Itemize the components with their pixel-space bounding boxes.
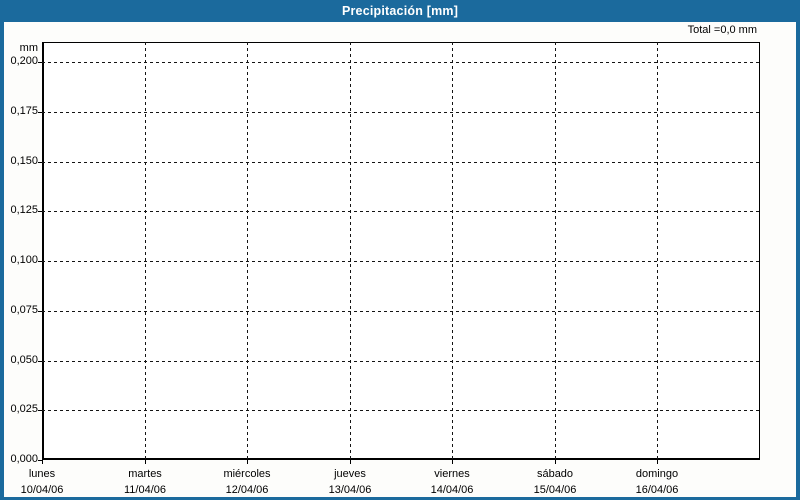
chart-title-bar: Precipitación [mm] — [0, 0, 800, 22]
x-axis-tick — [145, 460, 146, 464]
x-axis-date-label: 16/04/06 — [635, 484, 679, 496]
x-axis-day-label: martes — [128, 468, 162, 480]
chart-canvas: Total =0,0 mm mm 0,200 0,175 0,150 0,125 0,1… — [4, 22, 796, 497]
x-axis-tick — [555, 460, 556, 464]
x-axis-date-label: 13/04/06 — [328, 484, 372, 496]
y-axis-tick-label: 0,150 — [10, 155, 38, 167]
y-axis-tick — [38, 460, 42, 461]
x-axis-date-label: 11/04/06 — [123, 484, 166, 496]
x-axis-day-label: miércoles — [223, 468, 271, 480]
x-axis-date-label: 15/04/06 — [533, 484, 577, 496]
y-axis-tick-label: 0,125 — [10, 204, 38, 216]
y-axis-tick-label: 0,025 — [10, 403, 38, 415]
x-axis-day-label: domingo — [635, 468, 679, 480]
y-axis-tick-label: 0,000 — [10, 453, 38, 465]
x-axis-date-label: 12/04/06 — [225, 484, 269, 496]
x-axis-tick — [42, 460, 43, 464]
chart-title: Precipitación [mm] — [341, 4, 459, 18]
x-axis-tick — [452, 460, 453, 464]
y-axis-tick-label: 0,200 — [10, 55, 38, 67]
y-axis-tick-label: 0,075 — [10, 304, 38, 316]
x-axis-day-label: jueves — [334, 468, 366, 480]
x-axis-tick — [657, 460, 658, 464]
x-axis-tick — [350, 460, 351, 464]
x-axis-tick — [247, 460, 248, 464]
y-axis-tick-label: 0,175 — [10, 105, 38, 117]
x-axis-day-label: sábado — [536, 468, 574, 480]
x-axis-date-label: 10/04/06 — [20, 484, 64, 496]
x-axis-day-label: viernes — [434, 468, 470, 480]
total-annotation: Total =0,0 mm — [687, 24, 757, 36]
y-axis-tick-label: 0,100 — [10, 254, 38, 266]
x-axis-date-label: 14/04/06 — [430, 484, 474, 496]
plot-area — [42, 42, 760, 460]
y-axis-tick-label: 0,050 — [10, 354, 38, 366]
x-axis-day-label: lunes — [28, 468, 56, 480]
y-axis-unit-label: mm — [19, 42, 38, 54]
